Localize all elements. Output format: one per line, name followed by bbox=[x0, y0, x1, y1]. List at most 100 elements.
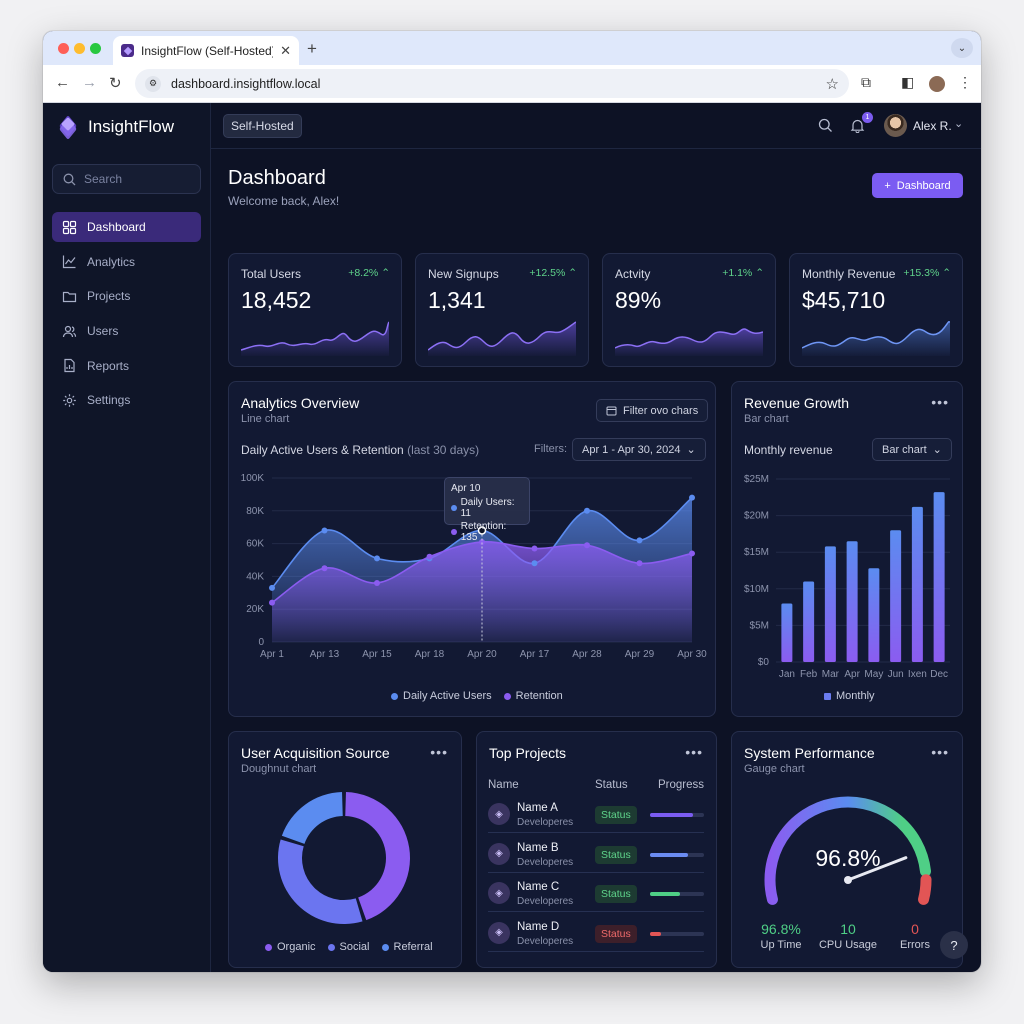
extensions-icon[interactable]: ⧉ bbox=[861, 74, 871, 90]
bell-icon[interactable] bbox=[850, 118, 865, 133]
table-row[interactable]: ◈ Name D Developeres Status bbox=[488, 915, 704, 952]
column-header-name[interactable]: Name bbox=[488, 779, 519, 791]
progress-bar bbox=[650, 931, 704, 936]
perf-stat-errors: 0 Errors bbox=[900, 921, 930, 951]
x-tick-label: Jun bbox=[888, 669, 904, 680]
url-field[interactable]: ⚙ dashboard.insightflow.local ☆ bbox=[135, 69, 849, 98]
legend-item-organic[interactable]: Organic bbox=[265, 941, 316, 953]
chevron-down-icon[interactable]: ⌄ bbox=[954, 118, 964, 130]
stat-card-new-signups[interactable]: New Signups +12.5% ⌃ 1,341 bbox=[415, 253, 589, 367]
bookmark-star-icon[interactable]: ☆ bbox=[825, 75, 839, 93]
sparkline bbox=[615, 328, 763, 356]
back-icon[interactable]: ← bbox=[55, 74, 70, 91]
bar bbox=[803, 581, 815, 662]
chevron-down-icon: ⌄ bbox=[686, 444, 696, 456]
project-role: Developeres bbox=[517, 896, 574, 907]
filter-charts-button[interactable]: Filter ovo chars bbox=[596, 399, 709, 422]
progress-bar bbox=[650, 813, 704, 817]
card-title: System Performance bbox=[744, 745, 875, 761]
sidebar-item-dashboard[interactable]: Dashboard bbox=[52, 212, 201, 242]
x-tick-label: Jan bbox=[779, 669, 795, 680]
chart-type-select[interactable]: Bar chart ⌄ bbox=[872, 438, 952, 461]
user-avatar[interactable] bbox=[884, 114, 907, 137]
close-tab-icon[interactable]: ✕ bbox=[280, 42, 291, 58]
perf-stat-uptime: 96.8% Up Time bbox=[760, 921, 802, 951]
close-window-button[interactable] bbox=[58, 43, 69, 54]
data-point bbox=[374, 555, 380, 562]
sidepanel-icon[interactable]: ◧ bbox=[901, 74, 915, 90]
plus-icon: + bbox=[884, 179, 891, 192]
stat-label: New Signups bbox=[428, 267, 499, 281]
sidebar-item-reports[interactable]: Reports bbox=[52, 351, 201, 381]
stat-card-monthly-revenue[interactable]: Monthly Revenue +15.3% ⌃ $45,710 bbox=[789, 253, 963, 367]
legend-item-referral[interactable]: Referral bbox=[381, 941, 433, 953]
new-tab-icon[interactable]: + bbox=[307, 39, 317, 58]
user-name[interactable]: Alex R. bbox=[913, 119, 952, 133]
more-options-icon[interactable]: ••• bbox=[931, 744, 949, 760]
help-button[interactable]: ? bbox=[940, 931, 968, 959]
legend-item-dau[interactable]: Daily Active Users bbox=[391, 690, 492, 702]
sidebar-item-analytics[interactable]: Analytics bbox=[52, 247, 201, 277]
more-options-icon[interactable]: ••• bbox=[685, 744, 703, 760]
project-icon: ◈ bbox=[488, 842, 510, 865]
sidebar-item-settings[interactable]: Settings bbox=[52, 385, 201, 415]
column-header-status[interactable]: Status bbox=[595, 779, 628, 791]
bar bbox=[824, 546, 836, 662]
tab-search-icon[interactable]: ⌄ bbox=[951, 38, 973, 58]
forward-icon[interactable]: → bbox=[82, 74, 97, 91]
gauge-fill bbox=[764, 796, 932, 905]
data-point bbox=[321, 527, 328, 534]
data-point bbox=[479, 538, 485, 545]
card-title: Analytics Overview bbox=[241, 395, 360, 411]
page-title: Dashboard bbox=[228, 167, 326, 189]
y-tick-label: 20K bbox=[246, 604, 264, 615]
tooltip-line-users: Daily Users: 11 bbox=[451, 497, 523, 519]
legend-item-social[interactable]: Social bbox=[327, 941, 370, 953]
user-acquisition-card: User Acquisition Source Doughnut chart •… bbox=[228, 731, 462, 968]
sidebar-item-users[interactable]: Users bbox=[52, 316, 201, 346]
sidebar-item-label: Users bbox=[87, 324, 119, 339]
analytics-overview-card: Analytics Overview Line chart Filter ovo… bbox=[228, 381, 716, 717]
x-tick-label: Apr 29 bbox=[625, 649, 655, 660]
env-badge: Self-Hosted bbox=[223, 114, 302, 138]
table-row[interactable]: ◈ Name C Developeres Status bbox=[488, 875, 704, 912]
grid-icon bbox=[62, 220, 77, 234]
gauge-hub bbox=[844, 876, 852, 884]
stat-card-total-users[interactable]: Total Users +8.2% ⌃ 18,452 bbox=[228, 253, 402, 367]
top-projects-card: Top Projects ••• Name Status Progress ◈ N… bbox=[476, 731, 717, 968]
project-icon: ◈ bbox=[488, 803, 510, 825]
browser-tab[interactable]: InsightFlow (Self-Hosted) ✕ bbox=[113, 36, 299, 65]
progress-bar bbox=[650, 852, 704, 857]
maximize-window-button[interactable] bbox=[90, 43, 101, 54]
tab-title: InsightFlow (Self-Hosted) bbox=[141, 43, 274, 58]
brand[interactable]: InsightFlow bbox=[58, 115, 174, 140]
more-options-icon[interactable]: ••• bbox=[430, 744, 448, 760]
legend-item-monthly[interactable]: Monthly bbox=[824, 690, 875, 702]
table-row[interactable]: ◈ Name A Developeres Status bbox=[488, 796, 704, 833]
legend-item-retention[interactable]: Retention bbox=[503, 690, 563, 702]
bar bbox=[911, 506, 923, 662]
sidebar: InsightFlow Search Dashboard Analytics P… bbox=[43, 103, 211, 972]
date-range-select[interactable]: Apr 1 - Apr 30, 2024 ⌄ bbox=[572, 438, 706, 461]
browser-menu-icon[interactable]: ⋮ bbox=[958, 74, 972, 90]
more-options-icon[interactable]: ••• bbox=[931, 394, 949, 410]
table-row[interactable]: ◈ Name B Developeres Status bbox=[488, 836, 704, 873]
system-performance-card: System Performance Gauge chart ••• 96.8%… bbox=[731, 731, 963, 968]
project-role: Developeres bbox=[517, 856, 574, 868]
gear-icon bbox=[63, 394, 76, 407]
sidebar-item-projects[interactable]: Projects bbox=[52, 281, 201, 311]
stat-card-activity[interactable]: Actvity +1.1% ⌃ 89% bbox=[602, 253, 776, 367]
column-header-progress[interactable]: Progress bbox=[658, 779, 705, 791]
bar bbox=[933, 492, 945, 662]
donut-slice bbox=[281, 792, 343, 844]
users-icon bbox=[62, 325, 77, 337]
profile-avatar[interactable] bbox=[929, 76, 945, 92]
search-icon[interactable] bbox=[818, 118, 833, 133]
minimize-window-button[interactable] bbox=[74, 43, 85, 54]
stat-label: Actvity bbox=[615, 267, 651, 281]
add-dashboard-button[interactable]: + Dashboard bbox=[872, 173, 963, 198]
gauge-needle bbox=[846, 856, 908, 882]
site-settings-icon[interactable]: ⚙ bbox=[145, 75, 161, 92]
search-input[interactable]: Search bbox=[52, 164, 201, 194]
reload-icon[interactable]: ↻ bbox=[109, 75, 122, 92]
